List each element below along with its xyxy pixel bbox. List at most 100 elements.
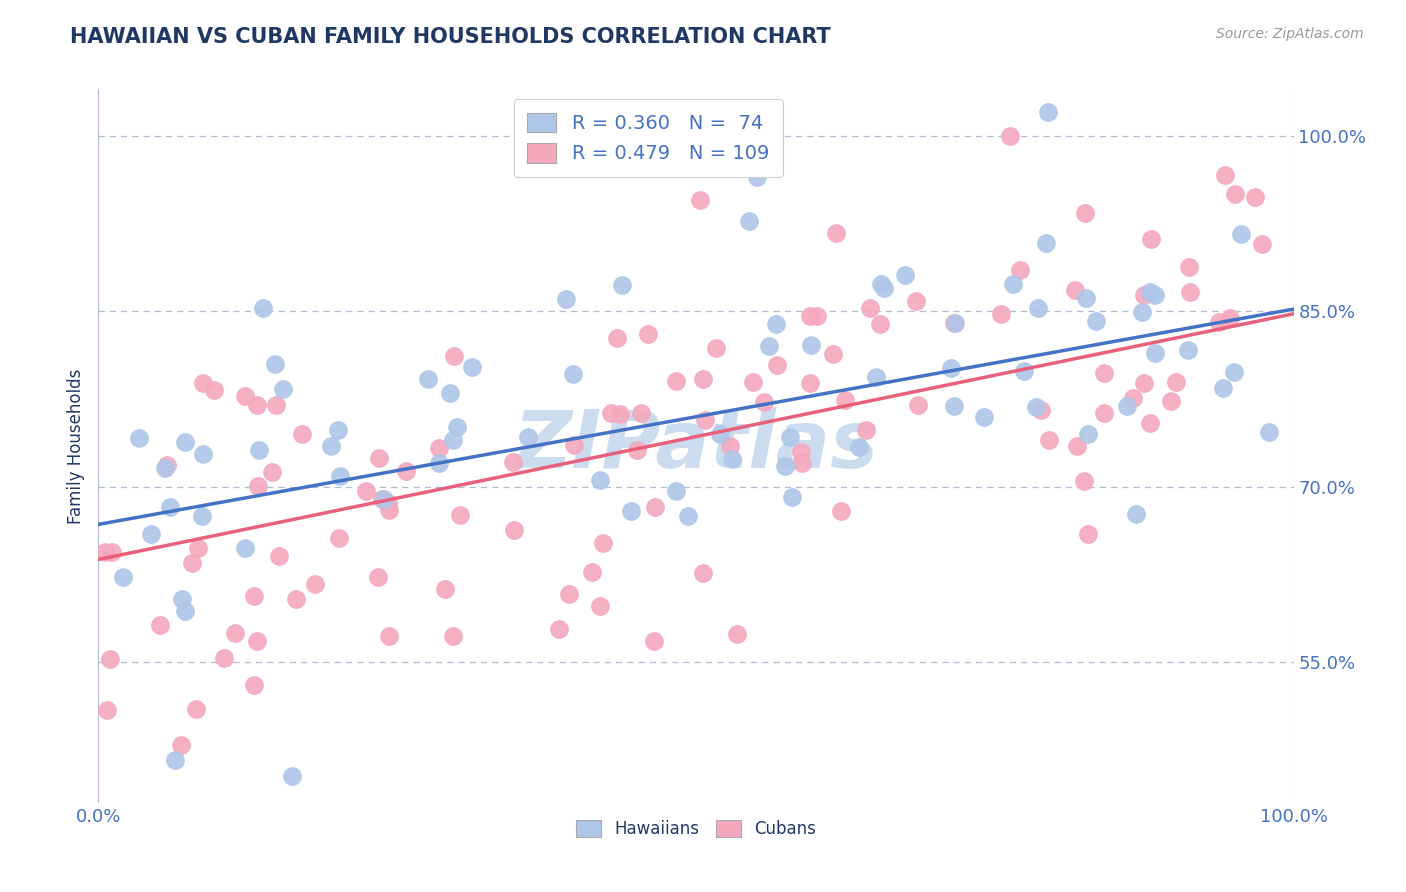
Point	[271, 383, 294, 397]
Point	[441, 629, 464, 643]
Point	[247, 443, 270, 458]
Point	[600, 405, 623, 419]
Point	[96, 703, 118, 717]
Point	[516, 430, 538, 444]
Point	[1077, 426, 1099, 441]
Point	[1115, 399, 1137, 413]
Point	[581, 566, 603, 580]
Point	[446, 419, 468, 434]
Point	[319, 439, 342, 453]
Point	[1160, 393, 1182, 408]
Point	[706, 341, 728, 355]
Point	[427, 441, 450, 455]
Point	[148, 618, 170, 632]
Point	[1026, 301, 1049, 316]
Point	[378, 629, 401, 643]
Point	[823, 346, 845, 360]
Point	[304, 577, 326, 591]
Point	[449, 508, 471, 523]
Point	[589, 599, 612, 613]
Point	[609, 407, 631, 421]
Point	[834, 392, 856, 407]
Point	[643, 633, 665, 648]
Point	[790, 456, 813, 470]
Point	[502, 455, 524, 469]
Point	[243, 589, 266, 603]
Point	[260, 465, 283, 479]
Point	[1139, 285, 1161, 300]
Point	[830, 504, 852, 518]
Point	[418, 372, 440, 386]
Text: ZIPatlas: ZIPatlas	[513, 407, 879, 485]
Point	[1130, 305, 1153, 319]
Point	[626, 442, 648, 457]
Point	[905, 294, 928, 309]
Point	[395, 464, 418, 478]
Point	[720, 440, 742, 454]
Point	[441, 433, 464, 447]
Point	[329, 469, 352, 483]
Point	[1143, 287, 1166, 301]
Point	[894, 268, 917, 283]
Point	[1244, 190, 1267, 204]
Point	[644, 500, 666, 514]
Point	[548, 622, 571, 636]
Point	[1092, 366, 1115, 380]
Point	[1035, 236, 1057, 251]
Point	[1002, 277, 1025, 291]
Point	[172, 591, 194, 606]
Point	[181, 556, 204, 570]
Legend: Hawaiians, Cubans: Hawaiians, Cubans	[569, 813, 823, 845]
Point	[285, 592, 308, 607]
Point	[503, 523, 526, 537]
Point	[443, 349, 465, 363]
Point	[775, 459, 797, 474]
Point	[907, 399, 929, 413]
Point	[139, 527, 162, 541]
Point	[165, 753, 187, 767]
Point	[990, 307, 1012, 321]
Point	[869, 318, 891, 332]
Point	[267, 549, 290, 563]
Point	[620, 504, 643, 518]
Point	[865, 370, 887, 384]
Point	[233, 541, 256, 555]
Point	[799, 310, 821, 324]
Point	[1084, 313, 1107, 327]
Point	[855, 423, 877, 437]
Point	[557, 587, 579, 601]
Point	[263, 357, 285, 371]
Point	[692, 566, 714, 580]
Point	[1177, 260, 1199, 274]
Point	[1024, 400, 1046, 414]
Point	[434, 582, 457, 596]
Point	[747, 169, 769, 184]
Point	[111, 570, 134, 584]
Point	[224, 625, 246, 640]
Point	[373, 492, 395, 507]
Point	[606, 331, 628, 345]
Point	[191, 376, 214, 390]
Point	[94, 545, 117, 559]
Point	[588, 473, 610, 487]
Point	[1074, 291, 1097, 305]
Point	[328, 531, 350, 545]
Point	[281, 769, 304, 783]
Point	[1225, 187, 1247, 202]
Point	[870, 277, 893, 291]
Text: Source: ZipAtlas.com: Source: ZipAtlas.com	[1216, 27, 1364, 41]
Point	[562, 438, 585, 452]
Point	[191, 508, 214, 523]
Point	[1077, 527, 1099, 541]
Point	[859, 301, 882, 315]
Point	[1180, 285, 1202, 299]
Point	[439, 386, 461, 401]
Point	[709, 426, 731, 441]
Point	[1122, 391, 1144, 405]
Point	[1038, 433, 1060, 447]
Point	[592, 535, 614, 549]
Point	[637, 326, 659, 341]
Point	[1143, 346, 1166, 360]
Point	[789, 445, 811, 459]
Point	[998, 129, 1021, 144]
